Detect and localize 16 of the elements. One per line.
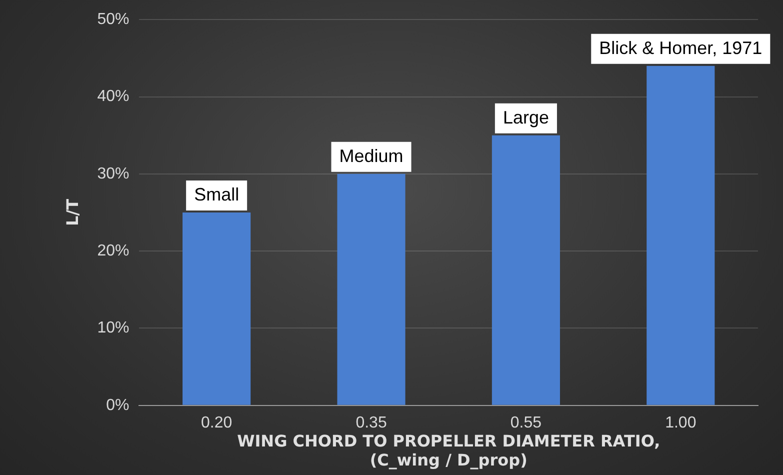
x-tick-label: 0.20	[201, 414, 232, 432]
annotation: Blick & Homer, 1971	[599, 38, 762, 58]
y-axis-title: L/T	[62, 198, 82, 226]
y-tick-label: 0%	[106, 396, 130, 414]
y-tick-label: 40%	[97, 88, 130, 106]
annotation: Large	[502, 107, 549, 128]
y-tick-label: 20%	[97, 242, 130, 260]
x-tick-label: 0.55	[510, 414, 542, 432]
annotation: Small	[194, 184, 240, 204]
x-tick-label: 0.35	[356, 414, 387, 432]
x-axis-title: WING CHORD TO PROPELLER DIAMETER RATIO, (C_wing / D_prop)	[237, 431, 660, 470]
y-tick-label: 30%	[97, 165, 130, 182]
y-tick-label: 10%	[97, 320, 130, 337]
annotation: Medium	[339, 146, 404, 166]
x-tick-label: 1.00	[665, 414, 696, 432]
y-tick-label: 50%	[97, 11, 130, 28]
